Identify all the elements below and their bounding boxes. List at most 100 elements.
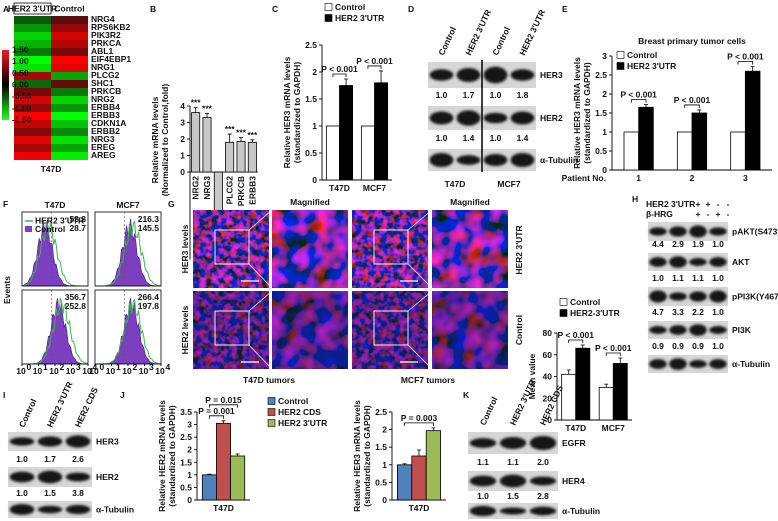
- row-label: NRG2: [91, 94, 115, 104]
- heatmap-cell: [51, 64, 88, 72]
- heatmap-cell: [14, 88, 51, 96]
- error-bar: [618, 357, 623, 364]
- y-axis-label: Relative mRNA levels: [150, 96, 160, 183]
- row-label: ERBB2: [91, 126, 120, 136]
- row-label: pPI3K(Y467): [732, 292, 778, 302]
- micrograph-shade: [432, 291, 508, 369]
- row-label: PLCG2: [91, 70, 120, 80]
- panel-letter: C: [272, 4, 278, 14]
- heatmap-cell: [51, 128, 88, 136]
- annotation: P < 0.001: [620, 90, 657, 100]
- bracket: [568, 339, 584, 343]
- legend-label: Control: [570, 297, 600, 307]
- bar: [230, 455, 246, 501]
- panel-letter: H: [632, 194, 638, 204]
- bar: [225, 141, 235, 173]
- error-bar: [644, 104, 648, 108]
- bar: [598, 386, 614, 421]
- y-axis-label: (standardized to GAPDH): [362, 405, 372, 507]
- lane-label: HER2 CDS: [73, 385, 100, 428]
- blot-background: [648, 222, 728, 241]
- lane-label: Control: [436, 25, 458, 57]
- y-tick-label: 60: [543, 350, 553, 360]
- band-value: 1.1: [507, 457, 519, 467]
- bar: [744, 70, 761, 171]
- micrograph: [193, 291, 269, 369]
- band-value: 2.9: [672, 239, 684, 249]
- value-green: 356.7: [65, 292, 87, 302]
- legend-swatch: [324, 14, 333, 22]
- band: [429, 111, 454, 125]
- y-axis-label: Mean value: [527, 353, 537, 399]
- significance: ***: [247, 130, 258, 140]
- annotation: P < 0.001: [356, 56, 393, 66]
- band-value: 1.0: [477, 491, 489, 501]
- annotation: P = 0.015: [205, 395, 242, 405]
- zoom-line: [248, 209, 273, 231]
- row-label: HER2: [540, 113, 563, 123]
- value-green: 216.3: [138, 214, 160, 224]
- bar: [425, 430, 442, 501]
- micrograph: [352, 210, 428, 288]
- band: [456, 67, 481, 83]
- x-tick-label: NRG2: [191, 176, 201, 200]
- heatmap-cell: [14, 32, 51, 40]
- legend-swatch: [616, 51, 625, 59]
- band-value: 2.6: [72, 454, 84, 464]
- error-bar: [750, 66, 755, 72]
- micrograph-shade: [193, 291, 269, 369]
- heatmap-cell: [51, 32, 88, 40]
- lane-label: HER2 3'UTR: [45, 380, 75, 429]
- bracket: [367, 65, 382, 69]
- x-tick-label: 1: [636, 173, 641, 183]
- value-purple: 28.7: [69, 223, 86, 233]
- row-label: ABL1: [91, 46, 113, 56]
- y-tick-label: 1.5: [180, 457, 192, 467]
- y-tick-label: 1.5: [595, 108, 607, 118]
- band-value: 1.0: [436, 90, 448, 100]
- bracket: [208, 415, 224, 419]
- row-label: RPS6KB2: [91, 22, 130, 32]
- y-tick-label: 2: [312, 67, 317, 77]
- band: [469, 505, 497, 517]
- row-label: AREG: [91, 150, 116, 160]
- band-value: 1.0: [712, 273, 724, 283]
- band: [669, 292, 687, 301]
- column-label: T47D: [45, 200, 66, 210]
- y-tick-label: 0: [382, 495, 387, 505]
- y-tick-label: 2.5: [305, 40, 317, 50]
- legend-swatch: [25, 226, 32, 232]
- legend-label: Control: [35, 224, 65, 234]
- blot-background: [648, 253, 728, 271]
- x-tick-exponent: 1: [116, 362, 121, 372]
- y-tick-label: 0.5: [305, 148, 317, 158]
- row-label: HER2: [96, 472, 119, 482]
- heatmap-cell: [51, 152, 88, 160]
- error-bar: [235, 453, 240, 456]
- row-label: PRKCA: [91, 38, 121, 48]
- band-value: 4.4: [652, 239, 664, 249]
- error-bar: [221, 420, 226, 424]
- error-bar: [417, 449, 421, 456]
- side-label: HER2 3'UTR: [514, 225, 524, 274]
- row-label: HER2 levels: [180, 305, 190, 354]
- band: [510, 152, 535, 168]
- group-label: MCF7 tumors: [401, 375, 456, 385]
- band: [689, 258, 707, 266]
- significance: ***: [191, 98, 202, 108]
- zoom-line: [248, 344, 273, 370]
- legend-label: Control: [335, 2, 365, 12]
- band: [669, 226, 687, 237]
- row-label: α-Tubulin: [540, 155, 578, 165]
- error-bar: [205, 113, 209, 118]
- annotation: P = 0.001: [198, 406, 235, 416]
- band: [689, 324, 707, 336]
- heatmap-cell: [14, 128, 51, 136]
- band: [65, 435, 91, 448]
- value-purple: 252.8: [65, 301, 87, 311]
- band: [37, 505, 63, 514]
- significance: ***: [236, 127, 247, 137]
- zoom-line: [407, 209, 433, 231]
- heatmap-cell: [14, 64, 51, 72]
- y-tick-label: 1: [382, 460, 387, 470]
